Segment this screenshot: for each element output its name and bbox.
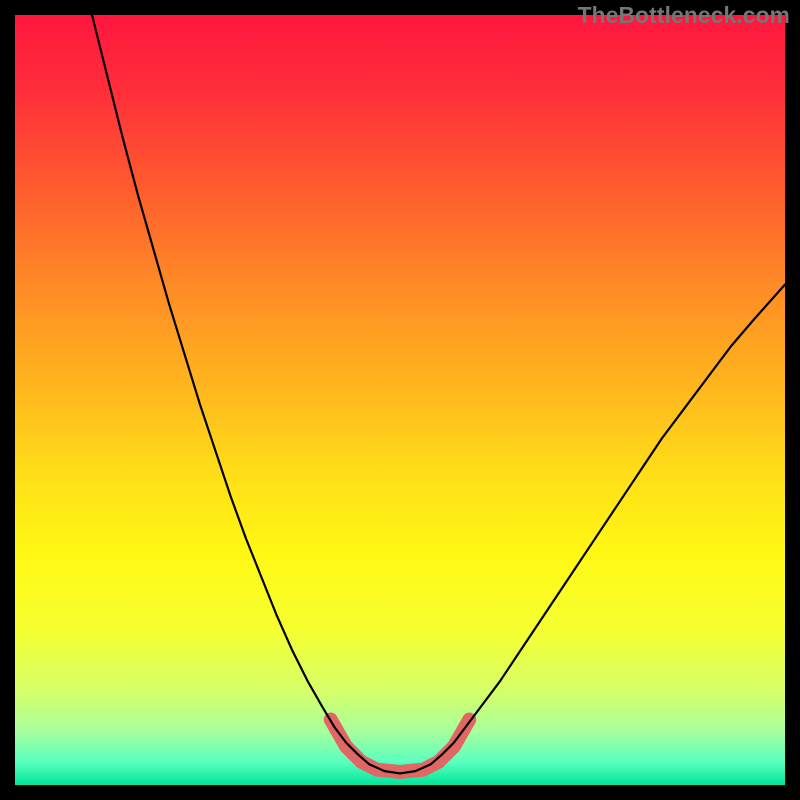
chart-container: TheBottleneck.com <box>0 0 800 800</box>
plot-background <box>15 15 785 785</box>
bottleneck-chart <box>0 0 800 800</box>
watermark-text: TheBottleneck.com <box>578 2 790 29</box>
